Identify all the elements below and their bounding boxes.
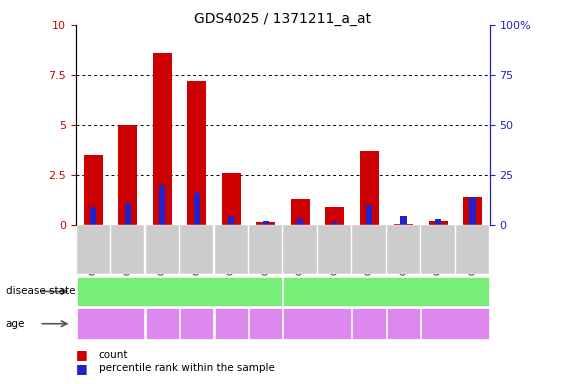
Text: GSM317265: GSM317265 — [158, 224, 167, 275]
Text: count: count — [99, 350, 128, 360]
Text: GSM317235: GSM317235 — [89, 224, 98, 275]
Bar — [325, 207, 344, 225]
Bar — [435, 218, 441, 225]
Text: GSM317264: GSM317264 — [330, 224, 339, 275]
Bar — [400, 216, 406, 225]
Text: GSM317233: GSM317233 — [434, 224, 443, 275]
Bar — [360, 151, 378, 225]
Text: percentile rank within the sample: percentile rank within the sample — [99, 363, 274, 373]
Text: ■: ■ — [76, 362, 88, 375]
Text: control: control — [369, 286, 403, 296]
Bar — [366, 205, 372, 225]
Bar — [428, 221, 448, 225]
Text: GDS4025 / 1371211_a_at: GDS4025 / 1371211_a_at — [194, 12, 372, 25]
Text: GSM317232: GSM317232 — [192, 224, 201, 275]
Text: 20
weeks: 20 weeks — [182, 314, 211, 333]
Text: 19
weeks: 19 weeks — [355, 314, 383, 333]
Bar — [470, 197, 476, 225]
Text: 22 weeks: 22 weeks — [432, 319, 479, 329]
Bar — [159, 185, 166, 225]
Bar — [463, 197, 482, 225]
Text: 22
weeks: 22 weeks — [217, 314, 245, 333]
Bar — [84, 155, 102, 225]
Bar — [187, 81, 206, 225]
Bar — [118, 125, 137, 225]
Bar — [332, 222, 338, 225]
Bar — [291, 199, 310, 225]
Bar — [256, 222, 275, 225]
Text: GSM317236: GSM317236 — [261, 224, 270, 275]
Text: GSM317267: GSM317267 — [123, 224, 132, 275]
Text: disease state: disease state — [6, 286, 75, 296]
Text: GSM317266: GSM317266 — [365, 224, 374, 275]
Text: 18 weeks: 18 weeks — [87, 319, 133, 329]
Text: 18 weeks: 18 weeks — [294, 319, 341, 329]
Bar — [222, 173, 240, 225]
Bar — [124, 203, 131, 225]
Bar — [90, 207, 96, 225]
Text: 20
weeks: 20 weeks — [390, 314, 418, 333]
Bar — [194, 193, 200, 225]
Text: GSM317231: GSM317231 — [227, 224, 236, 275]
Text: GSM317177: GSM317177 — [399, 224, 408, 275]
Text: ■: ■ — [76, 348, 88, 361]
Text: 19
weeks: 19 weeks — [148, 314, 176, 333]
Bar — [228, 216, 234, 225]
Bar — [297, 218, 303, 225]
Text: age: age — [6, 319, 25, 329]
Text: GSM317237: GSM317237 — [468, 224, 477, 275]
Bar — [262, 221, 269, 225]
Bar — [394, 223, 413, 225]
Text: 26
weeks: 26 weeks — [252, 314, 280, 333]
Text: GSM317234: GSM317234 — [296, 224, 305, 275]
Text: streptozotocin-induced diabetes: streptozotocin-induced diabetes — [101, 286, 258, 296]
Bar — [153, 53, 172, 225]
